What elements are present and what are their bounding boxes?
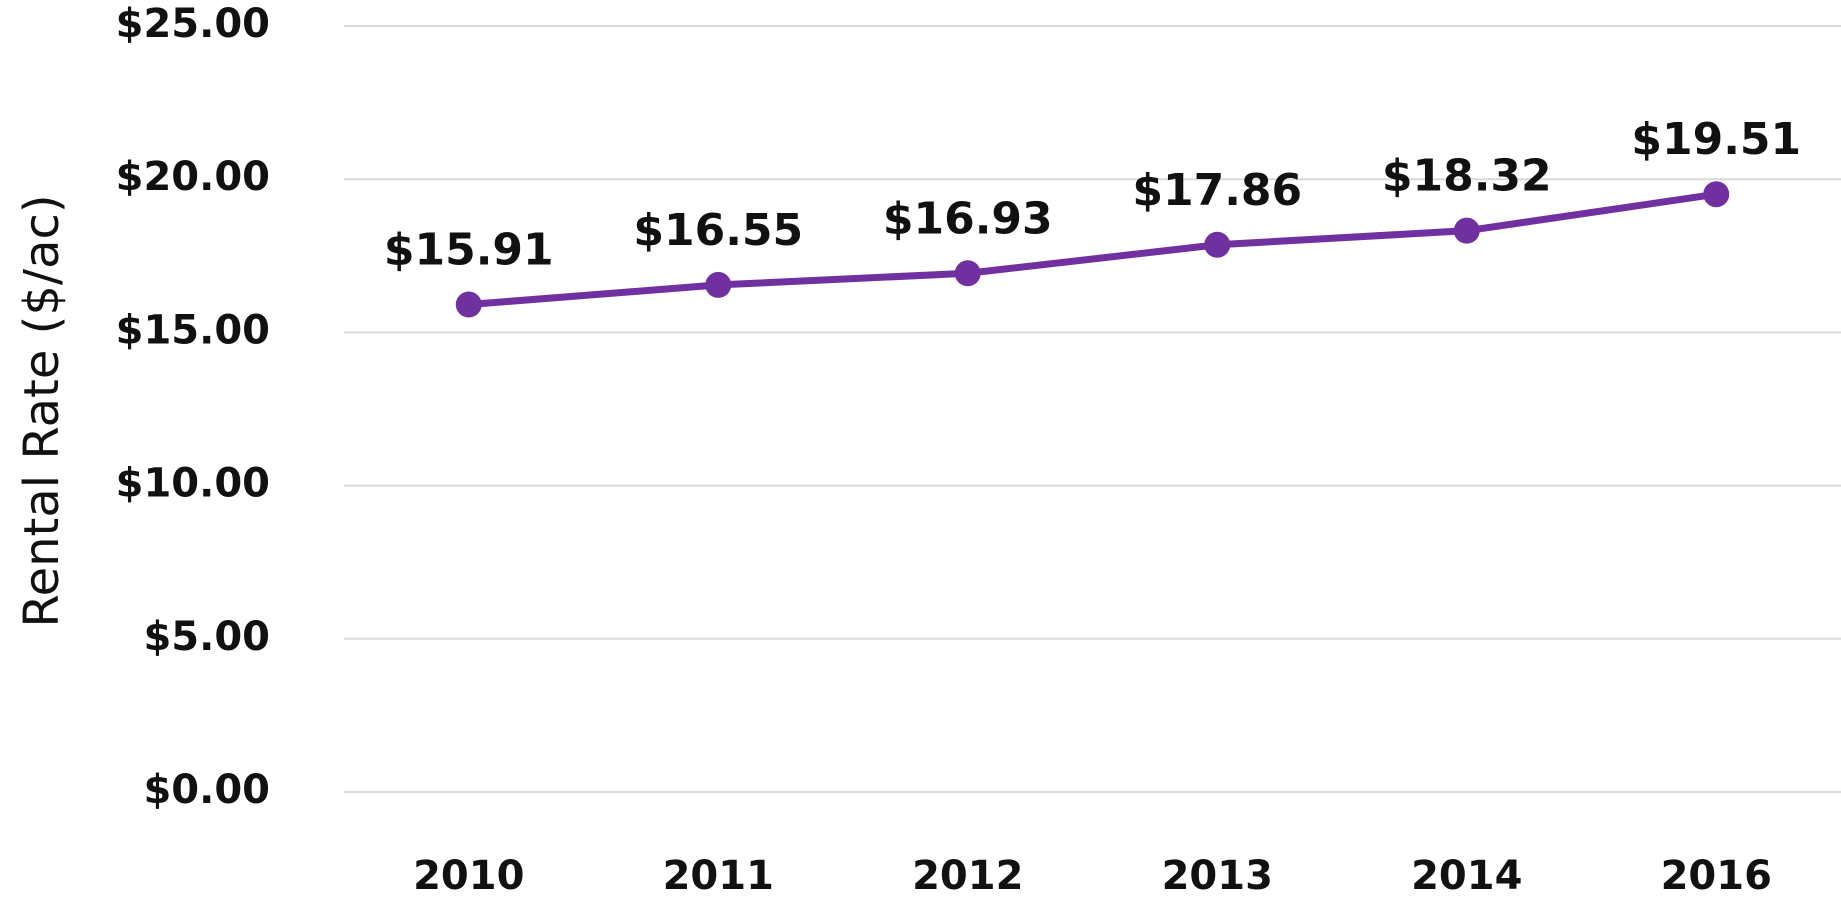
x-tick-label: 2011 — [663, 853, 774, 899]
x-tick-label: 2016 — [1661, 853, 1772, 899]
data-label: $16.93 — [883, 193, 1053, 244]
y-tick-label: $0.00 — [143, 767, 270, 813]
y-tick-label: $10.00 — [116, 461, 270, 507]
x-tick-label: 2013 — [1162, 853, 1273, 899]
x-tick-label: 2012 — [912, 853, 1023, 899]
data-point — [455, 291, 482, 318]
data-label: $16.55 — [633, 205, 803, 256]
x-tick-label: 2010 — [413, 853, 524, 899]
x-tick-label: 2014 — [1411, 853, 1522, 899]
data-label: $17.86 — [1132, 165, 1302, 216]
data-point — [954, 260, 981, 287]
y-tick-label: $5.00 — [143, 614, 270, 660]
y-tick-label: $15.00 — [116, 307, 270, 353]
data-label: $18.32 — [1382, 151, 1552, 202]
data-label: $19.51 — [1631, 114, 1801, 165]
data-point — [1204, 231, 1231, 258]
data-label: $15.91 — [384, 225, 554, 276]
data-point — [705, 271, 732, 298]
data-point — [1703, 181, 1730, 208]
data-line — [468, 190, 1717, 309]
y-tick-label: $25.00 — [116, 1, 270, 47]
data-point — [1453, 217, 1480, 244]
y-tick-label: $20.00 — [116, 154, 270, 200]
y-axis-title: Rental Rate ($/ac) — [14, 194, 70, 627]
